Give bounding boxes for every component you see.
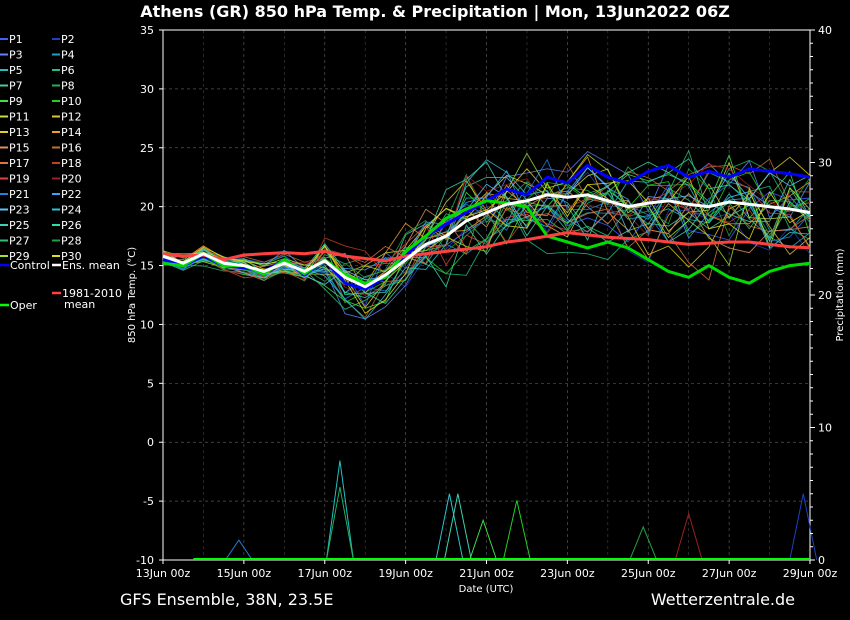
legend-label-special: Oper [10, 299, 37, 312]
precip-spike [789, 493, 818, 561]
y-axis-ticks: 35 30 25 20 15 10 5 0 -5 -10 [136, 24, 163, 567]
y2-tick-label: 0 [818, 554, 825, 567]
x-tick-label: 15Jun 00z [217, 567, 272, 580]
x-tick-label: 27Jun 00z [702, 567, 757, 580]
y-tick-label: 15 [140, 260, 154, 273]
legend-label-p17: P17 [9, 157, 30, 170]
y2-axis-label: Precipitation (mm) [835, 248, 846, 341]
precip-spike [469, 518, 498, 561]
x-tick-label: 21Jun 00z [459, 567, 514, 580]
x-tick-label: 29Jun 00z [783, 567, 838, 580]
legend-label-p13: P13 [9, 126, 30, 139]
y2-tick-label: 40 [818, 24, 832, 37]
legend-label-p27: P27 [9, 235, 30, 248]
legend-label-p23: P23 [9, 204, 30, 217]
legend-label-p21: P21 [9, 188, 30, 201]
member-line-p9 [162, 153, 811, 309]
precip-spike [502, 500, 531, 561]
highlight-series [162, 163, 811, 291]
series-line-ens-mean [162, 193, 811, 289]
precip-spike [674, 511, 703, 561]
member-line-p15 [162, 190, 811, 294]
legend-label-p6: P6 [61, 64, 75, 77]
legend-label-p8: P8 [61, 80, 75, 93]
precipitation-traces [193, 460, 818, 561]
y-axis-label: 850 hPa Temp. (°C) [127, 247, 138, 343]
member-line-p26 [162, 158, 811, 304]
y-tick-label: 5 [147, 377, 154, 390]
x-tick-label: 25Jun 00z [621, 567, 676, 580]
legend-label-p16: P16 [61, 142, 82, 155]
x-axis-label: Date (UTC) [459, 584, 514, 595]
x-tick-label: 13Jun 00z [136, 567, 191, 580]
member-line-p30 [162, 175, 811, 314]
footer-model-info: GFS Ensemble, 38N, 23.5E [120, 590, 333, 609]
y-tick-label: 10 [140, 318, 154, 331]
legend-label-p1: P1 [9, 33, 23, 46]
legend-label-p18: P18 [61, 157, 82, 170]
y2-tick-label: 20 [818, 289, 832, 302]
y2-tick-label: 30 [818, 157, 832, 170]
precip-spike [325, 487, 354, 561]
member-line-p27 [162, 149, 811, 310]
member-line-p1 [162, 183, 811, 308]
legend-label-p12: P12 [61, 111, 82, 124]
legend-label-p15: P15 [9, 142, 30, 155]
y2-axis-ticks: 40 30 20 10 0 [810, 24, 832, 567]
y-tick-label: -10 [136, 554, 154, 567]
precip-spike [435, 493, 464, 561]
x-axis-ticks: 13Jun 00z 15Jun 00z 17Jun 00z 19Jun 00z 21Ju… [136, 560, 838, 580]
member-line-p16 [162, 158, 811, 319]
legend-label-p2: P2 [61, 33, 75, 46]
legend-label-p25: P25 [9, 219, 30, 232]
y-tick-label: 30 [140, 83, 154, 96]
precip-spike [325, 460, 354, 561]
legend-label-p28: P28 [61, 235, 82, 248]
y-tick-label: 0 [147, 436, 154, 449]
member-line-p22 [162, 167, 811, 272]
legend-label-p5: P5 [9, 64, 23, 77]
member-line-p8 [162, 159, 811, 282]
y2-tick-label: 10 [818, 422, 832, 435]
series-line-1981-2010-mean [162, 231, 811, 263]
legend-label-special-line2: mean [64, 298, 95, 311]
legend-label-p10: P10 [61, 95, 82, 108]
precip-spike [443, 493, 472, 561]
x-tick-label: 23Jun 00z [540, 567, 595, 580]
legend-label-p30: P30 [61, 250, 82, 263]
y-tick-label: 25 [140, 142, 154, 155]
y-tick-label: -5 [143, 495, 154, 508]
legend-label-special: 1981-2010 [62, 287, 122, 300]
x-tick-label: 19Jun 00z [378, 567, 433, 580]
legend-label-p24: P24 [61, 204, 82, 217]
legend: P1 P2 P3 P4 P5 P6 P7 P8 P9 P10 P11 P12 P13 P14 P15 P16 P… [0, 33, 122, 312]
legend-label-special: Ens. mean [62, 259, 120, 272]
legend-label-p26: P26 [61, 219, 82, 232]
legend-label-p4: P4 [61, 49, 75, 62]
legend-label-p29: P29 [9, 250, 30, 263]
precip-spike [224, 539, 253, 561]
y-tick-label: 35 [140, 24, 154, 37]
legend-label-special: Control [10, 259, 50, 272]
y-tick-label: 20 [140, 201, 154, 214]
legend-label-p22: P22 [61, 188, 82, 201]
grid [162, 30, 811, 560]
legend-label-p19: P19 [9, 173, 30, 186]
legend-label-p7: P7 [9, 80, 23, 93]
chart-title: Athens (GR) 850 hPa Temp. & Precipitatio… [140, 2, 730, 22]
precip-spike [629, 525, 658, 561]
legend-label-p11: P11 [9, 111, 30, 124]
x-tick-label: 17Jun 00z [298, 567, 353, 580]
legend-label-p14: P14 [61, 126, 82, 139]
legend-label-p20: P20 [61, 173, 82, 186]
legend-label-p9: P9 [9, 95, 23, 108]
footer-source: Wetterzentrale.de [651, 590, 795, 609]
legend-label-p3: P3 [9, 49, 23, 62]
